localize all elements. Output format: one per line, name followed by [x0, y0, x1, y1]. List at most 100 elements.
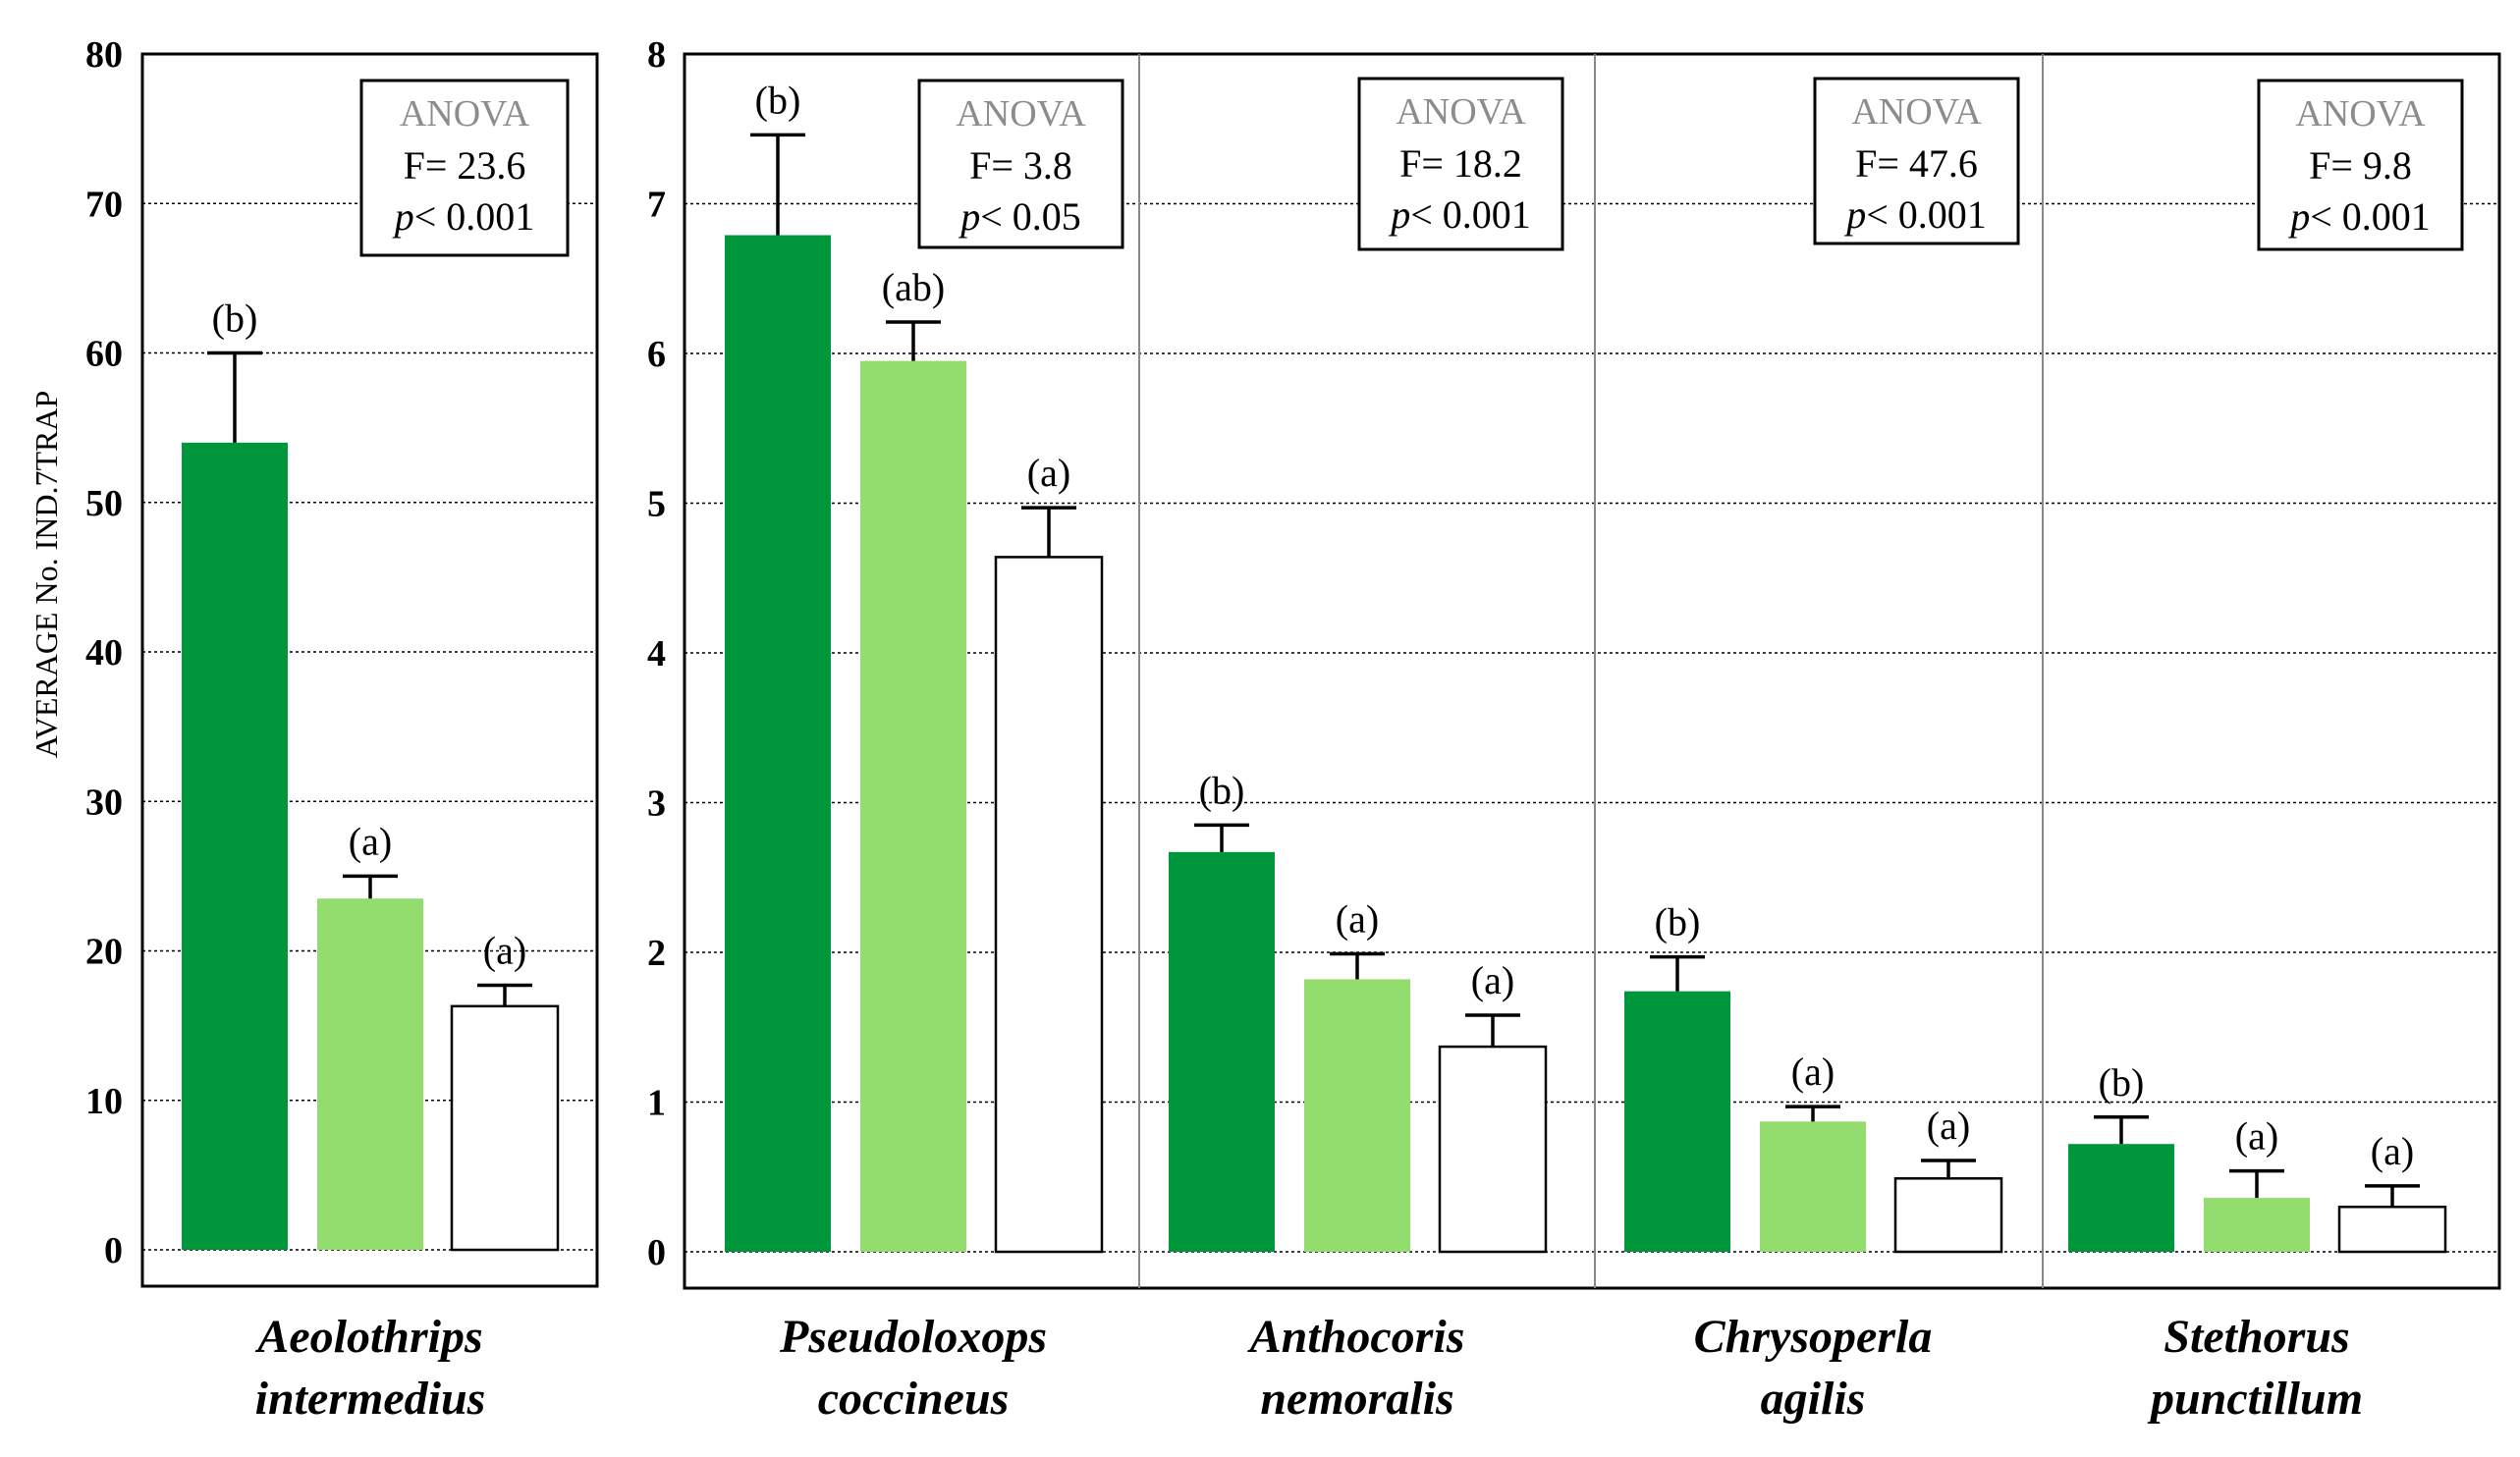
bar	[1169, 851, 1275, 1252]
anova-f-value: F= 47.6	[1855, 141, 1978, 186]
species-group: (b) (ab) (a) ANOVA F= 3.8 p< 0.05 Pseudoloxops…	[725, 78, 1124, 1425]
bar	[1760, 1121, 1866, 1252]
species-name-line2: nemoralis	[1260, 1373, 1453, 1425]
significance-label: (a)	[349, 819, 392, 863]
significance-label: (a)	[483, 929, 526, 973]
y-tick-label: 0	[104, 1230, 123, 1271]
y-axis-label: AVERAGE No. IND.7TRAP	[28, 391, 64, 759]
bar	[2068, 1144, 2174, 1252]
y-tick-label: 20	[85, 932, 123, 973]
significance-label: (a)	[1336, 897, 1379, 942]
anova-box-frame	[1813, 77, 2020, 245]
anova-header: ANOVA	[956, 93, 1086, 135]
y-tick-label: 5	[647, 484, 666, 525]
significance-label: (b)	[212, 297, 258, 341]
anova-box-frame	[2257, 79, 2464, 251]
bar	[182, 442, 288, 1251]
significance-label: (a)	[1027, 451, 1070, 495]
anova-p-symbol: p	[1388, 192, 1410, 237]
anova-f-value: F= 9.8	[2309, 143, 2412, 188]
anova-p-value: p< 0.001	[392, 194, 535, 239]
anova-box-frame	[917, 79, 1124, 249]
significance-label: (b)	[1655, 900, 1701, 944]
anova-header: ANOVA	[2295, 93, 2426, 135]
species-group: (b) (a) (a) ANOVA F= 47.6 p< 0.001 Chrysoperla…	[1624, 77, 2020, 1425]
bar	[860, 360, 966, 1252]
anova-box-frame	[359, 79, 570, 257]
bar	[725, 235, 831, 1252]
y-tick-label: 50	[85, 483, 123, 524]
anova-box: ANOVA F= 23.6 p< 0.001	[359, 79, 570, 257]
anova-header: ANOVA	[400, 93, 530, 135]
bar	[1893, 1177, 2003, 1254]
bar	[2337, 1206, 2447, 1254]
anova-p-symbol: p	[2287, 194, 2310, 239]
anova-p-threshold: < 0.001	[2310, 194, 2431, 239]
species-name-line1: Chrysoperla	[1694, 1311, 1933, 1363]
species-name-line1: Aeolothrips	[254, 1311, 482, 1363]
y-tick-label: 60	[85, 334, 123, 375]
bar	[317, 898, 423, 1250]
bar	[1304, 979, 1410, 1252]
anova-box: ANOVA F= 18.2 p< 0.001	[1357, 77, 1564, 251]
anova-p-symbol: p	[1843, 192, 1866, 237]
species-name-line1: Stethorus	[2164, 1311, 2349, 1363]
plot-frame	[683, 52, 2501, 1290]
plot-frame	[140, 52, 599, 1288]
anova-p-value: p< 0.05	[958, 194, 1081, 239]
anova-box-frame	[1357, 77, 1564, 251]
bar	[1438, 1045, 1548, 1254]
anova-p-threshold: < 0.05	[980, 194, 1081, 239]
anova-box: ANOVA F= 9.8 p< 0.001	[2257, 79, 2464, 251]
anova-header: ANOVA	[1851, 91, 1982, 133]
species-group: (b) (a) (a) ANOVA F= 9.8 p< 0.001 Stethorus pun…	[2068, 79, 2464, 1425]
anova-p-value: p< 0.001	[1388, 192, 1531, 237]
significance-label: (a)	[2371, 1129, 2414, 1173]
significance-label: (ab)	[882, 265, 945, 309]
y-tick-label: 3	[647, 783, 666, 825]
significance-label: (a)	[1927, 1104, 1970, 1148]
y-tick-label: 2	[647, 933, 666, 974]
y-tick-label: 7	[647, 185, 666, 226]
species-group: (b) (a) (a) ANOVA F= 18.2 p< 0.001 Anthocoris n…	[1169, 77, 1564, 1425]
bar	[2204, 1198, 2310, 1252]
anova-f-value: F= 3.8	[969, 143, 1072, 188]
species-name-line2: agilis	[1761, 1373, 1866, 1425]
y-tick-label: 30	[85, 782, 123, 823]
significance-label: (b)	[1199, 768, 1245, 812]
significance-label: (a)	[2235, 1114, 2278, 1159]
species-name-line2: punctillum	[2147, 1373, 2363, 1425]
anova-f-value: F= 18.2	[1399, 141, 1522, 186]
anova-p-symbol: p	[958, 194, 980, 239]
panel-aeolothrips: 0 10 20 30 40 50 60 70 80 (b) (a) (a) ANOVA F= 23.6 p<…	[85, 34, 599, 1425]
anova-f-value: F= 23.6	[404, 143, 526, 188]
anova-p-value: p< 0.001	[2287, 194, 2431, 239]
y-tick-label: 10	[85, 1081, 123, 1122]
significance-label: (a)	[1471, 958, 1514, 1002]
significance-label: (b)	[755, 78, 801, 122]
anova-box: ANOVA F= 3.8 p< 0.05	[917, 79, 1124, 249]
bar	[450, 1004, 560, 1252]
bar	[1624, 991, 1730, 1252]
y-tick-label: 1	[647, 1083, 666, 1124]
anova-p-symbol: p	[392, 194, 414, 239]
species-name-line2: intermedius	[255, 1373, 486, 1425]
species-name-line1: Anthocoris	[1247, 1311, 1465, 1363]
significance-label: (b)	[2099, 1060, 2145, 1105]
y-tick-label: 6	[647, 334, 666, 375]
bar	[994, 556, 1104, 1254]
anova-p-threshold: < 0.001	[414, 194, 535, 239]
species-name-line2: coccineus	[818, 1373, 1010, 1425]
anova-header: ANOVA	[1396, 91, 1526, 133]
y-tick-label: 70	[85, 184, 123, 225]
y-tick-label: 80	[85, 34, 123, 76]
anova-p-threshold: < 0.001	[1410, 192, 1531, 237]
species-name-line1: Pseudoloxops	[779, 1311, 1047, 1363]
significance-label: (a)	[1791, 1050, 1835, 1094]
y-tick-label: 40	[85, 632, 123, 674]
anova-box: ANOVA F= 47.6 p< 0.001	[1813, 77, 2020, 245]
y-tick-label: 8	[647, 34, 666, 76]
y-tick-label: 4	[647, 633, 666, 675]
